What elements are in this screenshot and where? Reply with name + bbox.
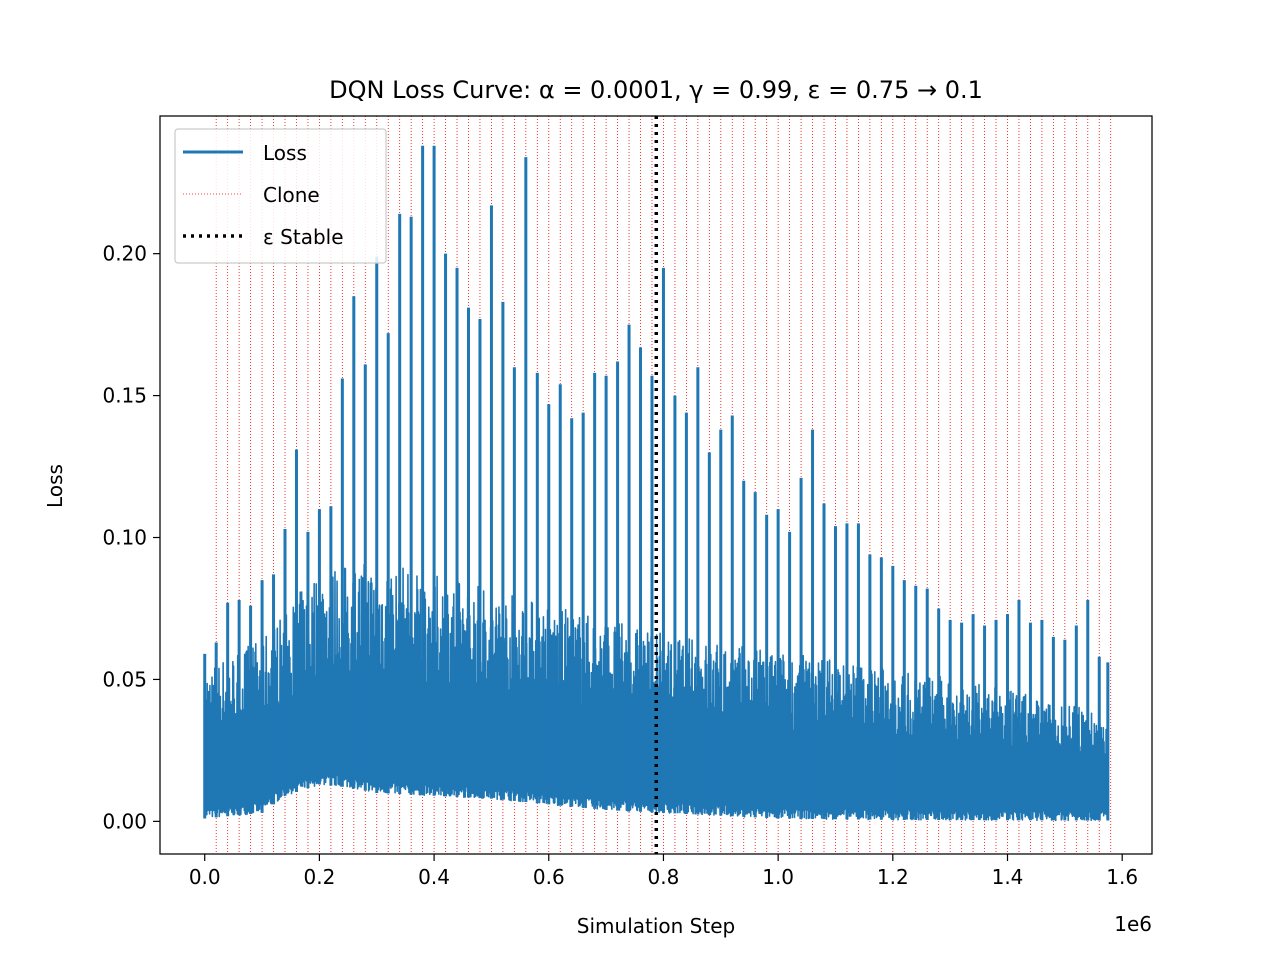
x-tick-label: 0.2 bbox=[304, 865, 336, 889]
x-axis: 0.0 0.2 0.4 0.6 0.8 1.0 1.2 1.4 1.6 bbox=[189, 854, 1138, 889]
x-axis-label: Simulation Step bbox=[577, 914, 735, 938]
legend-label-loss: Loss bbox=[263, 141, 307, 165]
y-tick-label: 0.15 bbox=[102, 384, 147, 408]
y-tick-label: 0.20 bbox=[102, 242, 147, 266]
legend: Loss Clone ε Stable bbox=[174, 128, 387, 264]
x-tick-label: 1.2 bbox=[877, 865, 909, 889]
x-tick-label: 1.0 bbox=[762, 865, 794, 889]
chart-title: DQN Loss Curve: α = 0.0001, γ = 0.99, ε … bbox=[329, 76, 983, 104]
y-tick-label: 0.10 bbox=[102, 526, 147, 550]
loss-series bbox=[203, 145, 1110, 822]
x-axis-multiplier: 1e6 bbox=[1114, 912, 1152, 936]
y-tick-label: 0.05 bbox=[102, 667, 147, 691]
y-axis: 0.00 0.05 0.10 0.15 0.20 bbox=[102, 242, 160, 833]
plot-frame bbox=[159, 115, 1153, 855]
x-tick-label: 1.6 bbox=[1106, 865, 1138, 889]
x-tick-label: 0.4 bbox=[418, 865, 450, 889]
legend-label-epsilon-stable: ε Stable bbox=[263, 225, 344, 249]
y-axis-label: Loss bbox=[43, 464, 67, 508]
legend-label-clone: Clone bbox=[263, 183, 320, 207]
y-tick-label: 0.00 bbox=[102, 809, 147, 833]
x-tick-label: 0.6 bbox=[533, 865, 565, 889]
x-tick-label: 1.4 bbox=[992, 865, 1024, 889]
x-tick-label: 0.8 bbox=[648, 865, 680, 889]
x-tick-label: 0.0 bbox=[189, 865, 221, 889]
legend-box bbox=[174, 128, 387, 264]
